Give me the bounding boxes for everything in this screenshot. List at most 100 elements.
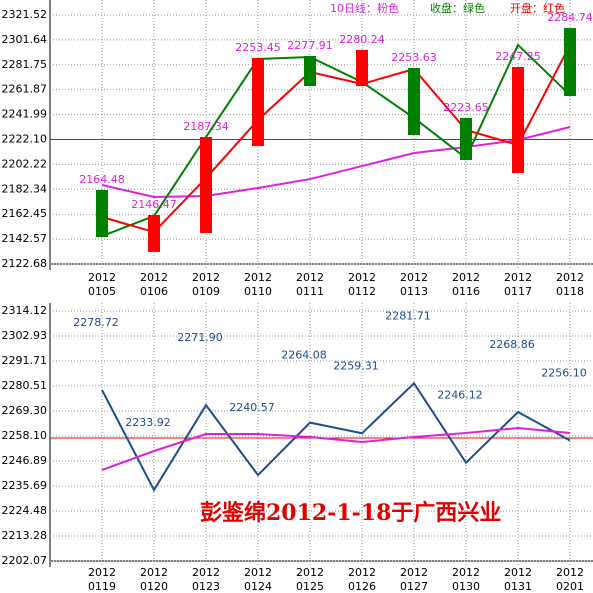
data-label: 2256.10 [541, 366, 587, 379]
series-line [101, 426, 571, 471]
x-tick-label: 2012 [556, 271, 584, 284]
x-tick-label: 0105 [88, 285, 116, 298]
x-tick-label: 0127 [400, 580, 428, 593]
x-tick-label: 0119 [88, 580, 116, 593]
y-tick-label: 2222.10 [2, 133, 48, 146]
x-tick-label: 2012 [244, 271, 272, 284]
x-tick-label: 2012 [244, 566, 272, 579]
x-tick-label: 0110 [244, 285, 272, 298]
data-label: 2164.48 [79, 173, 125, 186]
x-tick-label: 0113 [400, 285, 428, 298]
legend-item: 开盘：红色 [510, 1, 565, 15]
y-tick-label: 2281.75 [2, 58, 48, 71]
x-tick-label: 0125 [296, 580, 324, 593]
x-tick-label: 2012 [400, 566, 428, 579]
candle [304, 55, 316, 87]
data-label: 2264.08 [281, 349, 327, 362]
data-label: 2280.24 [339, 33, 385, 46]
y-tick-label: 2142.57 [2, 232, 48, 245]
x-tick-label: 0130 [452, 580, 480, 593]
x-tick-label: 2012 [452, 271, 480, 284]
data-label: 2223.65 [443, 101, 489, 114]
x-tick-label: 0112 [348, 285, 376, 298]
y-tick-label: 2224.48 [2, 504, 48, 517]
x-tick-label: 2012 [296, 566, 324, 579]
x-tick-label: 0118 [556, 285, 584, 298]
x-tick-label: 2012 [504, 271, 532, 284]
series-line [101, 381, 571, 492]
data-label: 2268.86 [489, 338, 535, 351]
data-label: 2247.25 [495, 50, 541, 63]
candle [200, 136, 212, 234]
y-tick-label: 2182.34 [2, 182, 48, 195]
x-tick-label: 0116 [452, 285, 480, 298]
x-tick-label: 2012 [192, 271, 220, 284]
legend-item: 10日线：粉色 [330, 1, 399, 15]
x-tick-label: 2012 [452, 566, 480, 579]
y-tick-label: 2246.89 [2, 454, 48, 467]
x-tick-label: 2012 [88, 566, 116, 579]
y-tick-label: 2202.22 [2, 157, 48, 170]
candle [512, 66, 524, 174]
data-label: 2281.71 [385, 309, 431, 322]
candle [252, 57, 264, 147]
x-tick-label: 0120 [140, 580, 168, 593]
candle [356, 49, 368, 87]
x-tick-label: 0123 [192, 580, 220, 593]
data-label: 2233.92 [125, 416, 171, 429]
x-tick-label: 0126 [348, 580, 376, 593]
legend-item: 收盘：绿色 [430, 1, 485, 15]
data-label: 2240.57 [229, 401, 275, 414]
x-tick-label: 0117 [504, 285, 532, 298]
x-tick-label: 2012 [348, 271, 376, 284]
data-label: 2277.91 [287, 39, 333, 52]
x-tick-label: 2012 [556, 566, 584, 579]
y-tick-label: 2202.07 [2, 554, 48, 567]
data-label: 2146.47 [131, 198, 177, 211]
y-tick-label: 2235.69 [2, 479, 48, 492]
x-tick-label: 0111 [296, 285, 324, 298]
x-tick-label: 0106 [140, 285, 168, 298]
x-tick-label: 0201 [556, 580, 584, 593]
y-tick-label: 2261.87 [2, 83, 48, 96]
data-label: 2271.90 [177, 331, 223, 344]
candle [148, 215, 160, 252]
x-tick-label: 2012 [140, 566, 168, 579]
data-label: 2253.63 [391, 51, 437, 64]
candle [460, 117, 472, 161]
y-tick-label: 2302.93 [2, 329, 48, 342]
y-tick-label: 2258.10 [2, 429, 48, 442]
y-tick-label: 2213.28 [2, 529, 48, 542]
series-line [101, 44, 571, 234]
candle [408, 67, 420, 135]
y-tick-label: 2269.30 [2, 404, 48, 417]
x-tick-label: 2012 [348, 566, 376, 579]
y-tick-label: 2301.64 [2, 33, 48, 46]
data-label: 2259.31 [333, 359, 379, 372]
candle [96, 189, 108, 238]
y-tick-label: 2314.12 [2, 304, 48, 317]
x-tick-label: 0109 [192, 285, 220, 298]
x-tick-label: 2012 [504, 566, 532, 579]
x-tick-label: 0124 [244, 580, 272, 593]
data-label: 2253.45 [235, 41, 281, 54]
x-tick-label: 2012 [88, 271, 116, 284]
x-tick-label: 2012 [192, 566, 220, 579]
x-tick-label: 0131 [504, 580, 532, 593]
data-label: 2278.72 [73, 316, 119, 329]
data-label: 2187.34 [183, 120, 229, 133]
y-tick-label: 2280.51 [2, 379, 48, 392]
y-tick-label: 2291.71 [2, 354, 48, 367]
candle [564, 28, 576, 97]
y-tick-label: 2162.45 [2, 207, 48, 220]
series-line [101, 43, 571, 237]
series-line [101, 126, 571, 198]
y-tick-label: 2241.99 [2, 108, 48, 121]
y-tick-label: 2122.68 [2, 257, 48, 270]
x-tick-label: 2012 [400, 271, 428, 284]
data-label: 2284.74 [547, 11, 593, 24]
x-tick-label: 2012 [140, 271, 168, 284]
annotation: 彭鉴绵2012-1-18于广西兴业 [200, 500, 501, 526]
data-label: 2246.12 [437, 389, 483, 402]
